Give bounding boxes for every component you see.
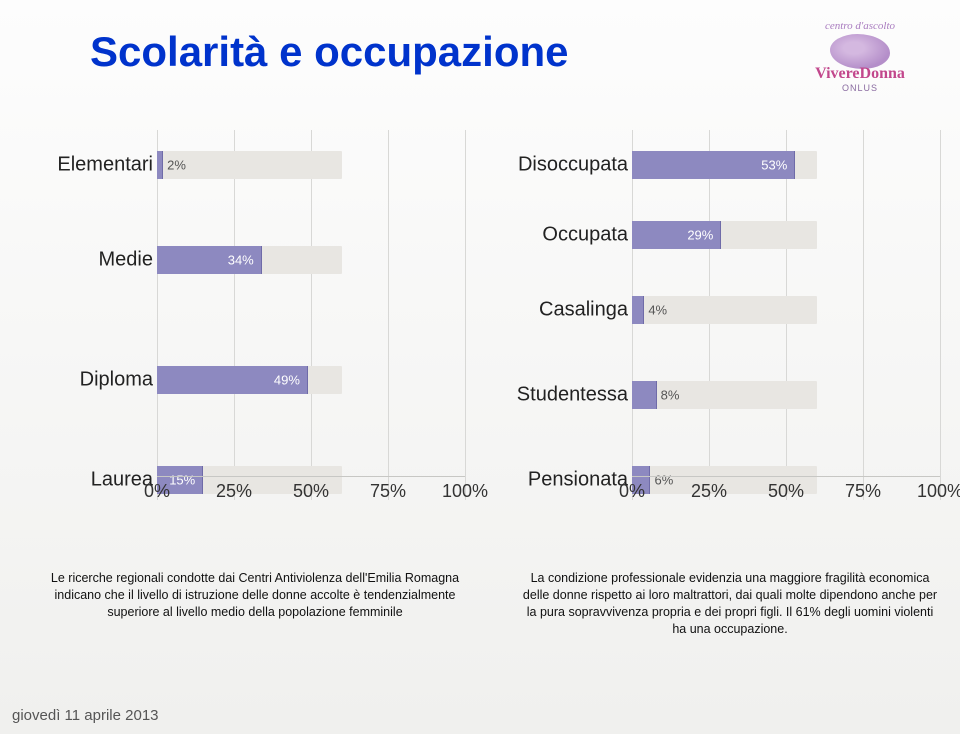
occupation-category-label: Disoccupata — [518, 154, 628, 177]
occupation-value-label: 29% — [687, 228, 713, 243]
occupation-tick: 50% — [768, 481, 804, 502]
logo-sub: ONLUS — [795, 83, 925, 93]
slide: Scolarità e occupazione centro d'ascolto… — [0, 0, 960, 734]
occupation-tick: 25% — [691, 481, 727, 502]
education-value-label: 49% — [274, 373, 300, 388]
occupation-category-label: Pensionata — [528, 469, 628, 492]
education-bar-track: 34% — [157, 246, 465, 274]
education-x-axis: 0%25%50%75%100% — [157, 476, 465, 500]
education-bar — [157, 151, 163, 179]
occupation-category-label: Studentessa — [517, 384, 628, 407]
occupation-row: Disoccupata 53% — [520, 145, 940, 185]
logo-brand: VivereDonna — [795, 65, 925, 83]
occupation-chart-plot: Disoccupata 53% Occupata 29% Casalinga 4% Stud… — [520, 130, 940, 500]
occupation-x-axis: 0%25%50%75%100% — [632, 476, 940, 500]
education-category-label: Medie — [99, 249, 153, 272]
education-gridline — [388, 130, 389, 500]
occupation-bar-track: 8% — [632, 381, 940, 409]
occupation-value-label: 4% — [648, 303, 667, 318]
occupation-value-label: 53% — [761, 158, 787, 173]
occupation-bar-track: 53% — [632, 151, 940, 179]
logo-top-text: centro d'ascolto — [795, 20, 925, 32]
occupation-tick: 0% — [619, 481, 645, 502]
occupation-tick: 100% — [917, 481, 960, 502]
education-gridline — [465, 130, 466, 500]
occupation-chart: Disoccupata 53% Occupata 29% Casalinga 4% Stud… — [520, 130, 940, 500]
education-bar-track: 2% — [157, 151, 465, 179]
occupation-gridline — [940, 130, 941, 500]
occupation-bar — [632, 296, 644, 324]
education-category-label: Elementari — [57, 154, 153, 177]
occupation-tick: 75% — [845, 481, 881, 502]
occupation-bar-track: 4% — [632, 296, 940, 324]
occupation-category-label: Casalinga — [539, 299, 628, 322]
education-caption: Le ricerche regionali condotte dai Centr… — [45, 570, 465, 621]
education-value-label: 2% — [167, 158, 186, 173]
education-category-label: Diploma — [80, 369, 153, 392]
education-chart: Elementari2%Medie34%Diploma49%Laurea15%0… — [45, 130, 465, 500]
education-chart-plot: Elementari2%Medie34%Diploma49%Laurea15%0… — [45, 130, 465, 500]
education-row: Diploma 49% — [45, 360, 465, 400]
footer-date: giovedì 11 aprile 2013 — [12, 707, 159, 724]
education-tick: 100% — [442, 481, 488, 502]
logo: centro d'ascolto VivereDonna ONLUS — [795, 20, 925, 100]
education-gridline — [234, 130, 235, 500]
logo-graphic — [830, 34, 890, 69]
education-gridline — [311, 130, 312, 500]
education-row: Elementari 2% — [45, 145, 465, 185]
occupation-caption: La condizione professionale evidenzia un… — [520, 570, 940, 638]
occupation-bar-track: 29% — [632, 221, 940, 249]
occupation-category-label: Occupata — [542, 224, 628, 247]
occupation-row: Studentessa 8% — [520, 375, 940, 415]
occupation-row: Occupata 29% — [520, 215, 940, 255]
occupation-value-label: 8% — [661, 388, 680, 403]
education-value-label: 34% — [228, 253, 254, 268]
education-tick: 50% — [293, 481, 329, 502]
education-tick: 0% — [144, 481, 170, 502]
education-bar-track: 49% — [157, 366, 465, 394]
occupation-row: Casalinga 4% — [520, 290, 940, 330]
education-gridline — [157, 130, 158, 500]
occupation-bar — [632, 381, 657, 409]
education-tick: 25% — [216, 481, 252, 502]
education-tick: 75% — [370, 481, 406, 502]
page-title: Scolarità e occupazione — [90, 28, 569, 76]
education-row: Medie 34% — [45, 240, 465, 280]
